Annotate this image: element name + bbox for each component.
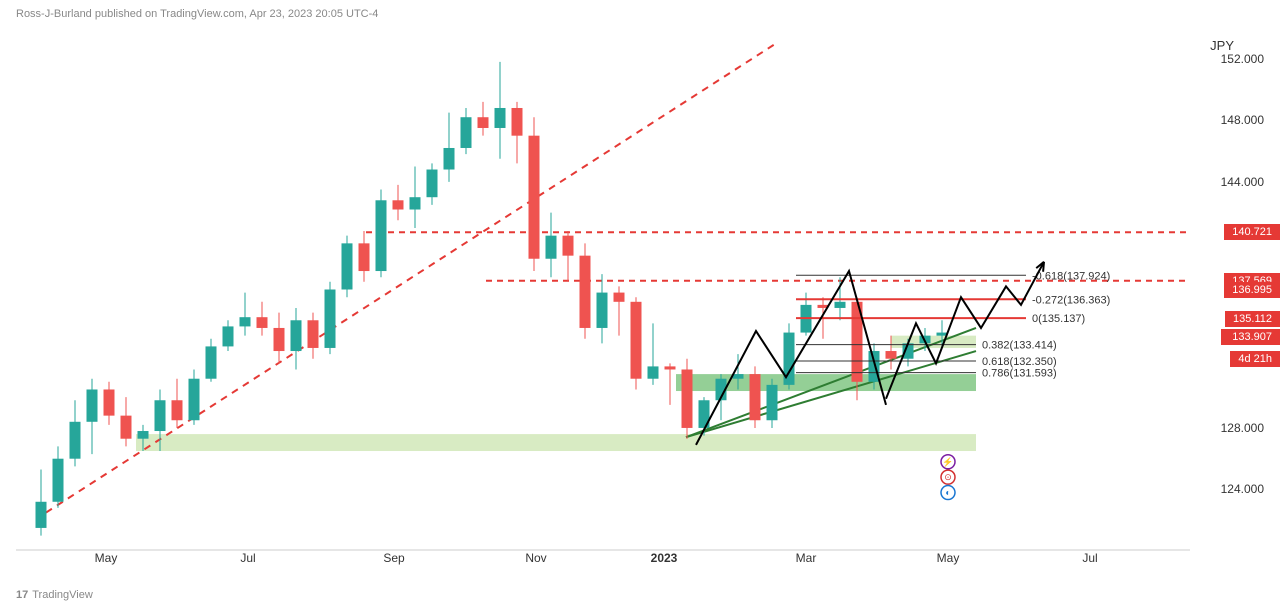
svg-text:⚡: ⚡ [942,456,953,468]
tradingview-icon: 17 [16,589,28,601]
price-tag: 133.907 [1224,329,1280,345]
candle-body [240,317,251,326]
candle-body [291,320,302,351]
chart-area[interactable]: -0.618(137.924) -0.272(136.363) 0(135.137)… [16,28,1190,551]
publish-header: Ross-J-Burland published on TradingView.… [16,8,378,20]
candle-body [478,117,489,128]
x-tick-label: Mar [796,551,817,565]
footer-text: TradingView [32,589,93,601]
candle-body [104,389,115,415]
fib-level-label: 0(135.137) [1032,313,1085,325]
x-tick-label: Jul [1082,551,1097,565]
candle-body [665,366,676,369]
indicator-icon: ⊙ [941,470,955,484]
candle-body [87,389,98,421]
price-tag: 136.995 [1224,282,1280,298]
candle-body [172,400,183,420]
fib-level-label: -0.618(137.924) [1032,270,1110,282]
candle-body [410,197,421,209]
candle-body [886,351,897,359]
candle-body [444,148,455,170]
candle-body [750,374,761,420]
fib-level-label: -0.272(136.363) [1032,294,1110,306]
candle-body [393,200,404,209]
x-tick-label: May [95,551,118,565]
y-axis: 152.000 148.000 144.000 128.000 124.000 140.7… [1190,28,1280,551]
candle-body [614,293,625,302]
candle-body [53,459,64,502]
symbol-tag: 4d 21h [1230,351,1280,367]
candle-body [70,422,81,459]
x-axis: May Jul Sep Nov 2023 Mar May Jul [16,551,1190,575]
price-tag: 135.112 [1225,311,1280,327]
candle-body [682,369,693,427]
candle-body [733,374,744,379]
candle-body [512,108,523,136]
candle-body [325,290,336,348]
candle-body [274,328,285,351]
y-tick-label: 124.000 [1221,482,1264,496]
fib-level-label: 0.786(131.593) [982,368,1057,380]
candle-body [138,431,149,439]
candle-body [529,136,540,259]
x-tick-label: 2023 [651,551,678,565]
candle-body [597,293,608,328]
indicator-icon: ◐ [941,486,955,500]
candle-body [427,170,438,198]
candle-body [359,243,370,271]
candle-body [563,236,574,256]
candle-body [155,400,166,431]
candle-body [308,320,319,348]
candle-body [342,243,353,289]
candle-body [580,256,591,328]
y-tick-label: 144.000 [1221,175,1264,189]
candle-body [767,385,778,420]
candlestick-chart[interactable]: -0.618(137.924) -0.272(136.363) 0(135.137)… [16,28,1190,551]
support-zone [136,434,976,451]
candle-body [631,302,642,379]
candle-body [546,236,557,259]
indicator-icon: ⚡ [941,455,955,469]
candle-body [835,302,846,308]
candle-body [36,502,47,528]
candle-body [257,317,268,328]
svg-text:◐: ◐ [945,488,950,498]
x-tick-label: Sep [383,551,404,565]
candle-body [223,326,234,346]
candle-body [189,379,200,421]
svg-text:⊙: ⊙ [944,472,952,482]
x-tick-label: Nov [525,551,546,565]
candle-body [648,366,659,378]
y-tick-label: 128.000 [1221,421,1264,435]
fib-level-label: 0.618(132.350) [982,356,1057,368]
candle-body [376,200,387,271]
candle-body [121,416,132,439]
candle-body [206,346,217,378]
fib-level-label: 0.382(133.414) [982,340,1057,352]
y-tick-label: 152.000 [1221,52,1264,66]
footer-brand: 17 TradingView [16,589,93,601]
candle-body [495,108,506,128]
y-tick-label: 148.000 [1221,113,1264,127]
candle-body [461,117,472,148]
x-tick-label: May [937,551,960,565]
x-tick-label: Jul [240,551,255,565]
trendline [686,351,976,437]
price-tag: 140.721 [1224,224,1280,240]
